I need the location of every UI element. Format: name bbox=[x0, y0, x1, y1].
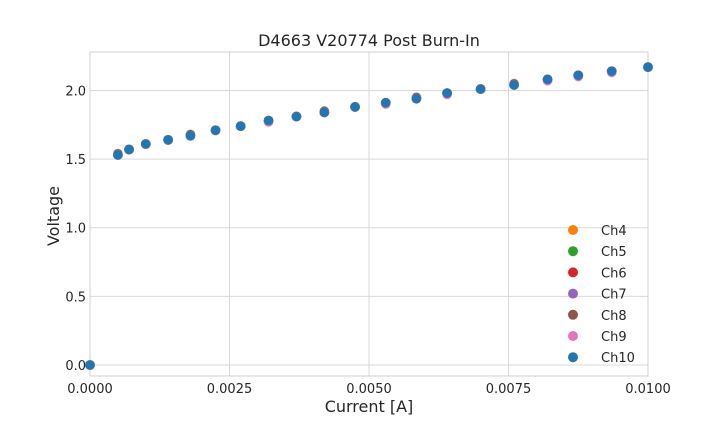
legend-label-Ch10: Ch10 bbox=[601, 351, 635, 366]
point-Ch10-3 bbox=[140, 139, 151, 149]
point-Ch10-2 bbox=[124, 144, 134, 155]
point-Ch10-13 bbox=[411, 93, 422, 104]
series-Ch10 bbox=[85, 62, 653, 370]
legend-label-Ch6: Ch6 bbox=[601, 266, 627, 281]
legend-marker-Ch8 bbox=[568, 309, 578, 320]
point-Ch10-4 bbox=[163, 134, 174, 145]
legend-label-Ch9: Ch9 bbox=[601, 330, 627, 345]
point-Ch10-16 bbox=[509, 80, 519, 90]
y-tick-label-0: 0.0 bbox=[65, 359, 86, 374]
x-tick-label-4: 0.0100 bbox=[625, 382, 671, 397]
x-tick-label-2: 0.0050 bbox=[346, 382, 392, 397]
point-Ch10-11 bbox=[350, 102, 360, 112]
y-tick-label-2: 1.0 bbox=[65, 222, 86, 237]
point-Ch10-10 bbox=[319, 107, 330, 118]
y-axis-label: Voltage bbox=[44, 186, 63, 246]
x-axis-label: Current [A] bbox=[325, 397, 414, 416]
point-Ch10-12 bbox=[380, 97, 391, 108]
legend-label-Ch8: Ch8 bbox=[601, 309, 627, 324]
point-Ch10-5 bbox=[185, 130, 196, 141]
point-Ch10-7 bbox=[235, 121, 246, 132]
legend-marker-Ch9 bbox=[568, 331, 578, 341]
point-Ch10-15 bbox=[475, 84, 486, 94]
point-Ch10-6 bbox=[210, 125, 221, 136]
y-tick-label-3: 1.5 bbox=[65, 153, 86, 168]
legend-marker-Ch5 bbox=[568, 246, 578, 257]
legend-label-Ch4: Ch4 bbox=[601, 224, 627, 239]
legend-marker-Ch10 bbox=[568, 352, 578, 363]
legend-marker-Ch7 bbox=[568, 288, 578, 299]
x-tick-label-1: 0.0025 bbox=[207, 382, 253, 397]
point-Ch10-18 bbox=[573, 70, 584, 81]
legend: Ch4 Ch5 Ch6 Ch7 Ch8 Ch9 Ch10 bbox=[568, 224, 635, 366]
x-tick-label-3: 0.0075 bbox=[486, 382, 532, 397]
chart-title: D4663 V20774 Post Burn-In bbox=[258, 31, 480, 50]
point-Ch10-9 bbox=[291, 111, 302, 122]
point-Ch10-14 bbox=[442, 88, 453, 99]
point-Ch10-1 bbox=[113, 150, 123, 160]
point-Ch10-8 bbox=[263, 115, 274, 126]
x-tick-label-0: 0.0000 bbox=[67, 382, 113, 397]
legend-marker-Ch6 bbox=[568, 267, 578, 278]
legend-marker-Ch4 bbox=[568, 225, 578, 235]
legend-label-Ch7: Ch7 bbox=[601, 288, 627, 303]
point-Ch10-0 bbox=[85, 360, 95, 370]
point-Ch10-20 bbox=[643, 62, 653, 73]
x-axis: 0.0000 0.0025 0.0050 0.0075 0.0100 bbox=[67, 382, 671, 397]
point-Ch10-17 bbox=[542, 74, 553, 85]
y-axis: 0.0 0.5 1.0 1.5 2.0 bbox=[65, 84, 86, 374]
plot-area bbox=[89, 51, 649, 377]
y-tick-label-1: 0.5 bbox=[65, 290, 86, 305]
plot-frame bbox=[89, 51, 649, 377]
data-points bbox=[85, 62, 653, 370]
y-tick-label-4: 2.0 bbox=[65, 84, 86, 99]
point-Ch10-19 bbox=[606, 66, 617, 77]
legend-label-Ch5: Ch5 bbox=[601, 245, 627, 260]
